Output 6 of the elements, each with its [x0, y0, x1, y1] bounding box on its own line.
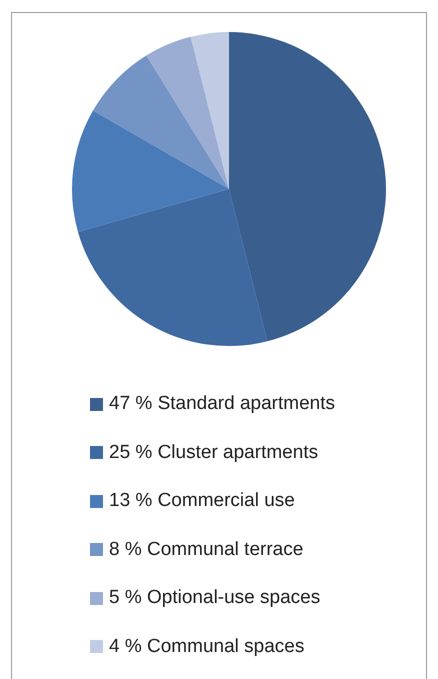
legend-label: 25 % Cluster apartments — [109, 442, 318, 464]
legend-label: 4 % Communal spaces — [109, 636, 304, 658]
legend-label: 8 % Communal terrace — [109, 538, 304, 561]
legend-label: 47 % Standard apartments — [109, 393, 336, 416]
legend-label: 13 % Commercial use — [109, 490, 295, 512]
legend-label: 5 % Optional-use spaces — [109, 587, 320, 610]
